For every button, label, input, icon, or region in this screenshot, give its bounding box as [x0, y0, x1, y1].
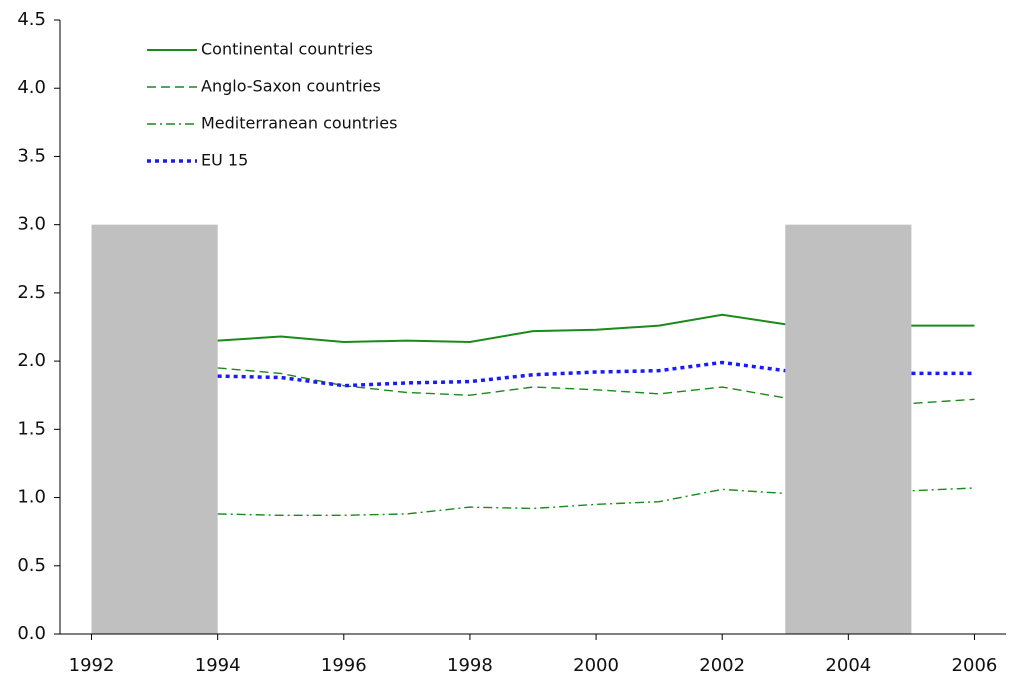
y-tick-label: 3.0 [17, 214, 46, 235]
y-tick-label: 4.0 [17, 77, 46, 98]
legend-label: Anglo-Saxon countries [201, 77, 381, 96]
y-tick-label: 4.5 [17, 9, 46, 30]
x-tick-label: 2002 [699, 655, 745, 676]
x-tick-label: 2006 [952, 655, 998, 676]
y-tick-label: 1.0 [17, 487, 46, 508]
y-tick-label: 3.5 [17, 145, 46, 166]
shaded-region [785, 224, 912, 634]
legend-label: Continental countries [201, 40, 373, 59]
x-tick-label: 1992 [69, 655, 115, 676]
x-tick-label: 1994 [195, 655, 241, 676]
y-tick-label: 0.5 [17, 555, 46, 576]
y-tick-label: 2.5 [17, 282, 46, 303]
y-tick-label: 2.0 [17, 350, 46, 371]
x-tick-label: 1998 [447, 655, 493, 676]
legend-label: EU 15 [201, 151, 248, 170]
y-tick-label: 0.0 [17, 623, 46, 644]
shaded-region [91, 224, 218, 634]
y-tick-label: 1.5 [17, 418, 46, 439]
legend-label: Mediterranean countries [201, 114, 397, 133]
x-tick-label: 2000 [573, 655, 619, 676]
x-tick-label: 2004 [825, 655, 871, 676]
x-tick-label: 1996 [321, 655, 367, 676]
